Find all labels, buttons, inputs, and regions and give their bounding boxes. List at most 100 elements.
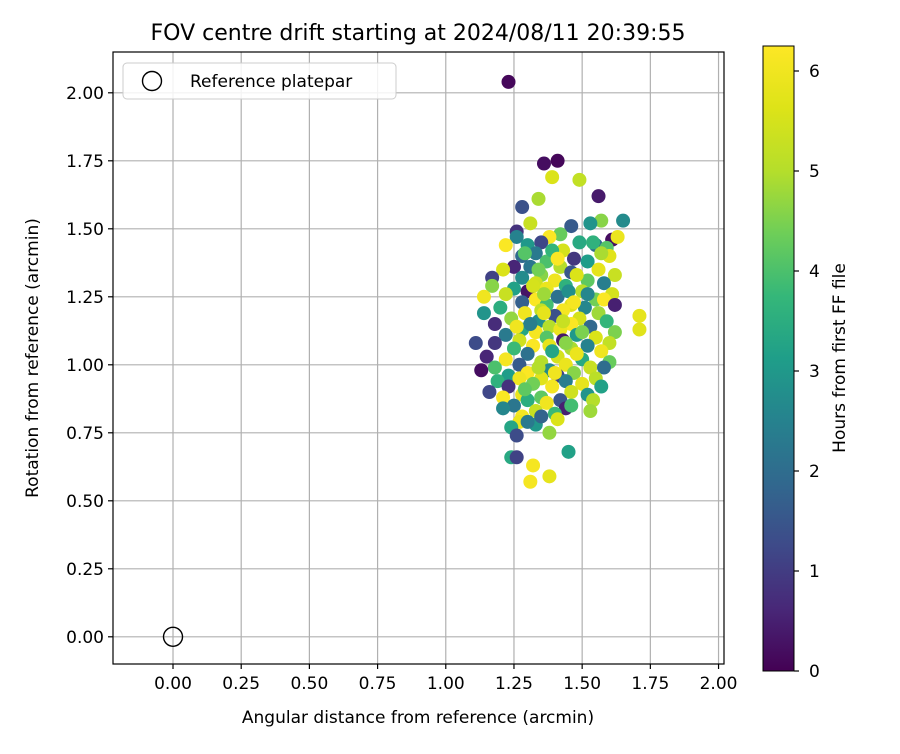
legend-box	[122, 62, 397, 100]
y-tick-label: 1.50	[66, 220, 104, 240]
x-tick-label: 1.50	[563, 674, 601, 694]
data-point	[542, 425, 557, 440]
data-point	[569, 346, 584, 361]
data-point	[577, 300, 592, 315]
x-tick-label: 0.75	[359, 674, 397, 694]
y-tick-label: 0.00	[66, 628, 104, 648]
data-point	[468, 336, 483, 351]
x-tick-label: 0.00	[154, 674, 192, 694]
data-point	[596, 292, 611, 307]
data-point	[528, 246, 543, 261]
data-point	[583, 216, 598, 231]
data-point	[487, 360, 502, 375]
colorbar-tick-label: 3	[809, 362, 820, 382]
data-point	[509, 428, 524, 443]
data-point	[569, 268, 584, 283]
data-point	[498, 327, 513, 342]
x-tick-label: 1.25	[495, 674, 533, 694]
data-point	[515, 270, 530, 285]
data-point	[520, 393, 535, 408]
data-point	[517, 306, 532, 321]
data-point	[515, 295, 530, 310]
data-point	[564, 398, 579, 413]
colorbar-gradient	[762, 45, 795, 672]
reference-marker	[162, 626, 184, 647]
colorbar-tick-label: 6	[809, 62, 820, 82]
data-point	[553, 227, 568, 242]
data-point	[474, 363, 489, 378]
data-point	[501, 379, 516, 394]
y-tick-label: 2.00	[66, 84, 104, 104]
y-axis-ticks: 0.00 0.25 0.50 0.75 1.00 1.25 1.50 1.75 2.00	[66, 84, 113, 648]
data-point	[561, 444, 576, 459]
grid-lines	[113, 52, 724, 664]
data-point	[523, 474, 538, 489]
data-point	[575, 325, 590, 340]
data-point	[523, 317, 538, 331]
data-point	[506, 398, 521, 413]
legend: Reference platepar	[122, 62, 397, 100]
data-point	[482, 385, 497, 399]
data-point	[564, 385, 579, 399]
data-point	[496, 390, 511, 405]
data-point	[550, 251, 565, 266]
data-point	[496, 262, 511, 277]
data-point	[583, 360, 598, 375]
x-tick-label: 1.75	[631, 674, 669, 694]
data-point	[572, 235, 587, 250]
data-point	[487, 336, 502, 351]
data-point	[498, 352, 513, 367]
data-point	[572, 172, 587, 187]
data-point	[506, 341, 521, 356]
data-point	[632, 322, 647, 337]
colorbar-tick-label: 5	[809, 162, 820, 182]
data-point	[599, 314, 614, 329]
colorbar-label: Hours from first FF file	[830, 263, 850, 453]
data-point	[558, 374, 573, 389]
data-point	[501, 368, 516, 383]
y-axis-label: Rotation from reference (arcmin)	[23, 218, 43, 498]
data-point	[550, 412, 565, 427]
data-point	[580, 287, 595, 302]
plot-frame	[112, 51, 725, 665]
data-point	[496, 401, 511, 416]
data-point	[580, 338, 595, 353]
data-point	[545, 344, 560, 359]
data-point	[523, 216, 538, 231]
data-point	[506, 259, 521, 274]
data-point	[501, 74, 516, 89]
data-point	[545, 379, 560, 394]
x-tick-label: 2.00	[700, 674, 738, 694]
data-point	[517, 382, 532, 397]
data-point	[485, 278, 500, 293]
data-point	[594, 344, 609, 359]
data-point	[586, 393, 601, 408]
data-point	[583, 404, 598, 419]
data-point	[607, 268, 622, 283]
data-point	[607, 297, 622, 312]
data-point	[476, 306, 491, 321]
data-point	[479, 349, 494, 364]
data-point	[512, 371, 527, 386]
x-axis-ticks: 0.00 0.25 0.50 0.75 1.00 1.25 1.50 1.75 2.00	[154, 664, 737, 694]
data-point	[542, 319, 557, 334]
data-point	[498, 238, 513, 253]
data-point	[490, 374, 505, 389]
data-point	[591, 262, 606, 277]
legend-label: Reference platepar	[190, 72, 352, 92]
data-point	[591, 189, 606, 204]
y-tick-label: 0.50	[66, 492, 104, 512]
data-point	[580, 273, 595, 288]
colorbar-ticks: 0 1 2 3 4 5 6	[794, 62, 820, 682]
data-point	[539, 395, 554, 410]
y-tick-label: 1.00	[66, 356, 104, 376]
x-tick-label: 1.00	[427, 674, 465, 694]
data-point	[531, 191, 546, 206]
data-point	[498, 287, 513, 302]
data-point	[586, 235, 601, 250]
colorbar-tick-label: 2	[809, 462, 820, 482]
y-tick-label: 0.75	[66, 424, 104, 444]
data-point	[531, 262, 546, 277]
data-point	[594, 213, 609, 228]
data-point	[558, 336, 573, 351]
